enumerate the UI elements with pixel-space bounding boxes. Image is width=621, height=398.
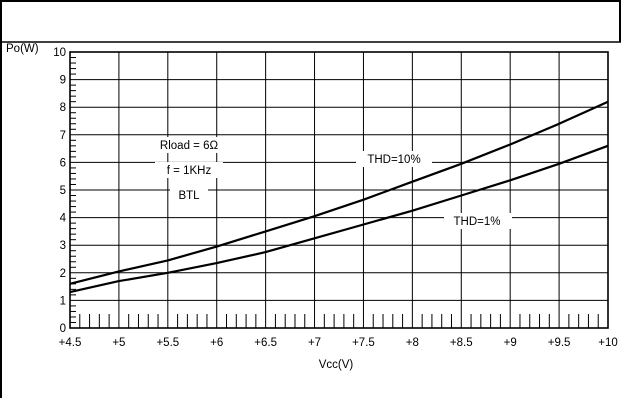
y-tick-label: 7 [60, 130, 66, 142]
x-tick-label: +4.5 [59, 337, 82, 349]
label-background [150, 137, 228, 153]
x-tick-label: +6 [210, 337, 223, 349]
series-label-thd10: THD=10% [367, 154, 420, 166]
x-tick-label: +7 [308, 337, 321, 349]
label-background [170, 187, 208, 203]
y-tick-label: 10 [53, 47, 66, 59]
y-tick-label: 6 [60, 157, 66, 169]
series-label-thd1: THD=1% [454, 216, 501, 228]
y-tick-label: 2 [60, 268, 66, 280]
x-tick-label: +9.5 [548, 337, 571, 349]
y-tick-label: 1 [60, 295, 66, 307]
x-tick-labels: +4.5 +5 +5.5 +6 +6.5 +7 +7.5 +8 +8.5 +9 +9.5 +10 [59, 337, 618, 349]
plot-area [69, 51, 609, 329]
y-axis-label: Po(W) [6, 43, 39, 55]
y-tick-labels: 0 1 2 3 4 5 6 7 8 9 10 [53, 47, 66, 335]
series-layer [69, 100, 609, 294]
condition-frequency: f = 1KHz [167, 165, 212, 177]
x-tick-label: +7.5 [352, 337, 375, 349]
minor-ticks [70, 57, 599, 328]
y-tick-label: 9 [60, 75, 66, 87]
x-tick-label: +5.5 [156, 337, 179, 349]
x-tick-label: +6.5 [254, 337, 277, 349]
x-axis-label: Vcc(V) [319, 359, 354, 371]
x-tick-label: +8.5 [450, 337, 473, 349]
x-tick-label: +5 [112, 337, 125, 349]
y-tick-label: 0 [60, 323, 66, 335]
y-tick-label: 5 [60, 185, 66, 197]
condition-rload: Rload = 6Ω [160, 140, 219, 152]
series-line-thd1 [69, 144, 609, 294]
y-tick-label: 4 [60, 213, 67, 225]
condition-mode: BTL [178, 190, 200, 202]
annotation-backgrounds [150, 137, 512, 229]
y-tick-label: 8 [60, 102, 66, 114]
x-tick-label: +8 [406, 337, 419, 349]
x-tick-label: +10 [598, 337, 618, 349]
grid [70, 52, 608, 328]
series-line-thd10 [69, 100, 609, 285]
y-tick-label: 3 [60, 240, 66, 252]
label-background [356, 151, 432, 167]
label-background [155, 162, 223, 178]
label-background [444, 213, 512, 229]
x-tick-label: +9 [504, 337, 517, 349]
